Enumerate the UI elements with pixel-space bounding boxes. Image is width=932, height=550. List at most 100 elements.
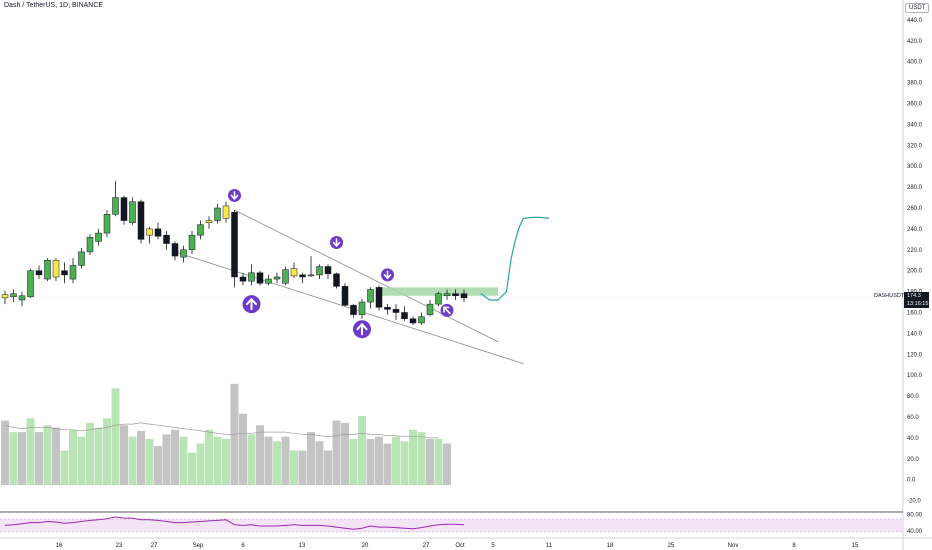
projection-path[interactable] [480, 216, 550, 301]
volume-bar [375, 436, 383, 485]
volume-bar [298, 450, 307, 485]
candle-body[interactable] [367, 289, 374, 303]
candle-body[interactable] [239, 276, 247, 282]
candle-body[interactable] [180, 249, 187, 258]
candle-body[interactable] [248, 272, 255, 282]
volume-bar [341, 422, 349, 485]
candle-body[interactable] [86, 237, 94, 253]
candle-body[interactable] [163, 234, 170, 244]
arrow-down-marker-icon[interactable] [330, 235, 343, 249]
candle-body[interactable] [392, 309, 400, 313]
arrow-down-marker-icon[interactable] [381, 268, 394, 282]
candle-body[interactable] [307, 274, 315, 277]
candle-body[interactable] [27, 270, 34, 298]
candle-body[interactable] [418, 316, 425, 324]
rsi-tick-label: 80.00 [907, 513, 923, 519]
volume-bar [145, 439, 154, 485]
candle-body[interactable] [316, 266, 323, 276]
volume-bar [9, 432, 18, 485]
date-tick-label: Sep [193, 543, 204, 549]
candle-body[interactable] [188, 234, 196, 251]
candle-body[interactable] [1, 294, 9, 299]
price-axis[interactable]: 440.0 420.0 400.0 380.0 360.0 340.0 320.0 300.0… [907, 18, 923, 505]
candle-body[interactable] [231, 211, 238, 278]
arrow-up-marker-icon[interactable] [242, 295, 261, 314]
projection-line[interactable] [480, 216, 550, 301]
arrow-up-marker-icon[interactable] [353, 320, 371, 339]
currency-badge[interactable]: USDT [905, 3, 930, 13]
candle-body[interactable] [44, 260, 51, 280]
candle-body[interactable] [375, 287, 383, 308]
candle-body[interactable] [222, 205, 230, 219]
volume-bar [179, 436, 188, 485]
volume-bar [196, 443, 205, 485]
candle-body[interactable] [324, 266, 332, 275]
candle-body[interactable] [18, 295, 26, 301]
volume-pane [1, 383, 451, 485]
candle-body[interactable] [78, 251, 85, 266]
volume-bar [315, 441, 324, 485]
arrow-down-marker-icon[interactable] [228, 188, 241, 202]
date-tick-label: Oct [455, 543, 465, 549]
signal-markers[interactable] [228, 188, 454, 339]
candle-body[interactable] [290, 268, 298, 277]
candles[interactable] [1, 180, 468, 326]
candle-body[interactable] [443, 293, 451, 297]
candle-body[interactable] [103, 214, 111, 234]
volume-bar [383, 443, 392, 485]
candle-body[interactable] [197, 224, 204, 236]
candle-body[interactable] [435, 293, 442, 305]
price-tick-label: 380.0 [907, 81, 923, 87]
volume-bar [154, 445, 162, 485]
candle-body[interactable] [409, 318, 417, 324]
candle-body[interactable] [358, 301, 366, 315]
date-tick-label: Nov [728, 543, 739, 549]
arrow-up-left-marker-icon[interactable] [440, 303, 454, 317]
candle-body[interactable] [384, 307, 391, 310]
trendline[interactable] [234, 209, 499, 343]
time-axis[interactable]: 16 23 27 Sep 6 13 20 27 Oct 5 11 18 25 Nov 8 15 [56, 543, 859, 549]
trendlines[interactable] [174, 209, 524, 365]
volume-bar [171, 429, 179, 485]
candle-body[interactable] [61, 270, 68, 276]
candle-body[interactable] [95, 232, 102, 242]
date-tick-label: 27 [151, 543, 158, 549]
volume-ma-line [4, 422, 439, 439]
candle-body[interactable] [112, 197, 119, 215]
candle-body[interactable] [426, 303, 434, 315]
price-tick-label: 100.0 [907, 373, 923, 379]
candle-body[interactable] [401, 312, 408, 320]
volume-bar [52, 427, 60, 485]
candle-body[interactable] [146, 228, 153, 236]
chart-title: Dash / TetherUS, 1D, BINANCE [4, 2, 104, 9]
candle-body[interactable] [129, 201, 136, 223]
candle-body[interactable] [452, 293, 459, 297]
trendline[interactable] [174, 251, 524, 365]
candle-body[interactable] [341, 286, 349, 306]
candle-body[interactable] [69, 265, 77, 280]
volume-bar [349, 439, 358, 485]
volume-bar [213, 436, 222, 485]
candle-body[interactable] [265, 278, 272, 284]
candle-body[interactable] [10, 293, 17, 298]
candle-body[interactable] [214, 207, 221, 221]
candle-body[interactable] [205, 220, 213, 223]
volume-bar [77, 436, 86, 485]
candle-body[interactable] [154, 228, 162, 237]
candle-body[interactable] [137, 201, 145, 240]
volume-bar [392, 436, 400, 485]
candle-body[interactable] [256, 272, 264, 284]
candle-body[interactable] [171, 243, 179, 257]
candle-body[interactable] [350, 304, 357, 315]
candle-body[interactable] [273, 276, 281, 280]
candle-body[interactable] [52, 260, 60, 278]
candle-body[interactable] [282, 269, 289, 284]
candle-body[interactable] [299, 274, 306, 278]
price-tick-label: 360.0 [907, 102, 923, 108]
volume-bar [18, 432, 26, 485]
candle-body[interactable] [333, 273, 340, 287]
candle-body[interactable] [120, 197, 128, 221]
candle-body[interactable] [460, 293, 468, 299]
candle-body[interactable] [35, 270, 43, 276]
